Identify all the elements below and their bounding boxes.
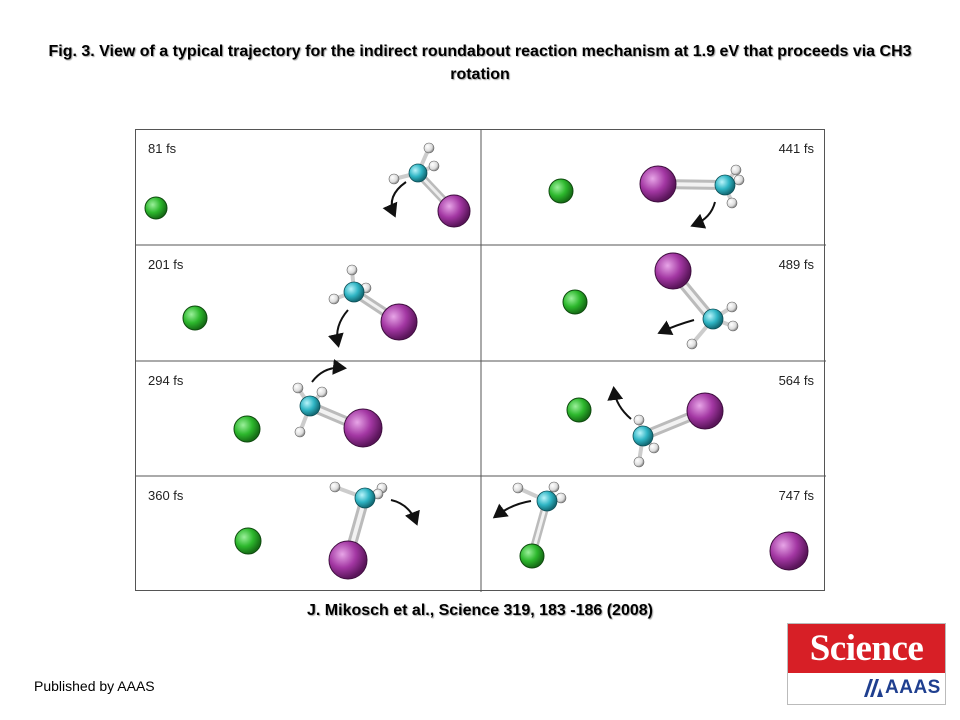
i-atom <box>654 252 692 290</box>
i-atom <box>437 194 471 228</box>
h-atom <box>633 456 645 468</box>
c-atom <box>632 425 654 447</box>
rotation-arrow <box>607 386 632 420</box>
i-atom <box>769 531 809 571</box>
h-atom <box>727 320 739 332</box>
h-atom <box>388 173 400 185</box>
i-atom <box>328 540 368 580</box>
panel-564fs-molecules <box>566 386 724 468</box>
trajectory-figure: 81 fs 441 fs 201 fs 489 fs 294 fs 564 fs… <box>135 129 826 592</box>
publisher-note: Published by AAAS <box>34 678 155 694</box>
cl-atom <box>562 289 588 315</box>
i-atom <box>686 392 724 430</box>
panel-time-label: 747 fs <box>778 488 814 503</box>
panel-489fs-molecules <box>562 252 739 350</box>
panel-time-label: 441 fs <box>778 141 814 156</box>
h-atom <box>686 338 698 350</box>
panel-441fs-molecules <box>548 164 745 229</box>
science-logo: Science AAAS <box>787 623 946 705</box>
h-atom <box>328 293 340 305</box>
panel-time-label: 294 fs <box>148 373 184 388</box>
panel-360fs-molecules <box>234 481 420 580</box>
h-atom <box>329 481 341 493</box>
panel-294fs-molecules <box>233 359 383 448</box>
h-atom <box>633 414 645 426</box>
panel-time-label: 81 fs <box>148 141 177 156</box>
aaas-mark-icon <box>864 679 883 697</box>
h-atom <box>423 142 435 154</box>
panel-747fs-molecules <box>492 481 809 571</box>
h-atom <box>512 482 524 494</box>
cl-atom <box>144 196 168 220</box>
cl-atom <box>233 415 261 443</box>
cl-atom <box>519 543 545 569</box>
figure-title: Fig. 3. View of a typical trajectory for… <box>48 43 912 83</box>
h-atom <box>428 160 440 172</box>
h-atom <box>292 382 304 394</box>
c-atom <box>702 308 724 330</box>
h-atom <box>730 164 742 176</box>
science-wordmark: Science <box>788 624 945 673</box>
rotation-arrow <box>492 500 532 519</box>
h-atom <box>726 301 738 313</box>
h-atom <box>294 426 306 438</box>
i-atom <box>639 165 677 203</box>
h-atom <box>548 481 560 493</box>
panel-81fs-molecules <box>144 142 471 228</box>
panel-time-label: 201 fs <box>148 257 184 272</box>
rotation-arrow <box>328 309 349 348</box>
c-atom <box>714 174 736 196</box>
h-atom <box>726 197 738 209</box>
panel-time-label: 489 fs <box>778 257 814 272</box>
h-atom <box>316 386 328 398</box>
rotation-arrow <box>390 499 420 526</box>
citation: J. Mikosch et al., Science 319, 183 -186… <box>307 602 653 619</box>
panel-time-label: 360 fs <box>148 488 184 503</box>
c-atom <box>354 487 376 509</box>
rotation-arrow <box>311 359 347 383</box>
cl-atom <box>566 397 592 423</box>
trajectory-snapshots <box>136 130 826 592</box>
h-atom <box>733 174 745 186</box>
c-atom <box>536 490 558 512</box>
c-atom <box>299 395 321 417</box>
cl-atom <box>182 305 208 331</box>
rotation-arrow <box>382 181 407 218</box>
aaas-wordmark: AAAS <box>885 677 941 698</box>
h-atom <box>555 492 567 504</box>
cl-atom <box>548 178 574 204</box>
panel-time-label: 564 fs <box>778 373 814 388</box>
c-atom <box>408 163 428 183</box>
h-atom <box>346 264 358 276</box>
i-atom <box>343 408 383 448</box>
i-atom <box>380 303 418 341</box>
rotation-arrow <box>690 201 716 229</box>
c-atom <box>343 281 365 303</box>
panel-201fs-molecules <box>182 264 418 348</box>
h-atom <box>648 442 660 454</box>
cl-atom <box>234 527 262 555</box>
rotation-arrow <box>657 319 695 336</box>
